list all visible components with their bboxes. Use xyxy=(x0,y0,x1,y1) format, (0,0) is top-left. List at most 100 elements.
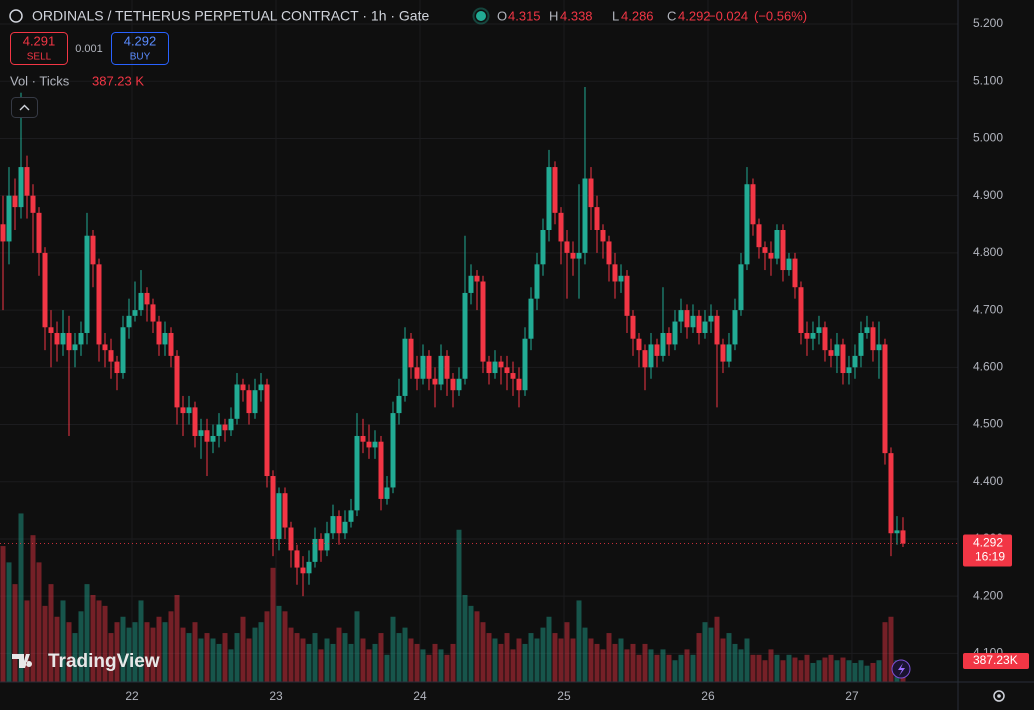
candle-body xyxy=(312,538,318,562)
candle-body xyxy=(246,390,252,414)
candle-body xyxy=(798,287,804,333)
volume-bar xyxy=(186,633,192,682)
x-tick-label: 26 xyxy=(701,689,715,703)
lightning-icon[interactable] xyxy=(898,663,905,676)
volume-bar xyxy=(606,633,612,682)
candle-body xyxy=(198,430,204,436)
volume-bar xyxy=(234,633,240,682)
candle-body xyxy=(498,361,504,368)
buy-price[interactable]: 4.292 xyxy=(124,33,157,48)
volume-bar xyxy=(876,660,882,682)
candle-body xyxy=(6,195,12,242)
volume-bar xyxy=(852,662,858,682)
volume-bar xyxy=(294,633,300,682)
candle-body xyxy=(672,321,678,345)
volume-bar xyxy=(408,638,414,682)
volume-bar xyxy=(534,638,540,682)
volume-bar xyxy=(804,654,810,682)
sell-button[interactable] xyxy=(10,32,68,65)
candle-body xyxy=(678,310,684,322)
volume-bar xyxy=(336,627,342,682)
y-tick-label: 5.000 xyxy=(973,131,1003,145)
candle-body xyxy=(540,230,546,265)
volume-bar xyxy=(774,654,780,682)
candle-body xyxy=(114,361,120,374)
candle-body xyxy=(666,332,672,345)
volume-bar xyxy=(792,657,798,682)
volume-bar xyxy=(372,643,378,682)
collapse-button[interactable] xyxy=(11,97,38,118)
volume-bar xyxy=(258,622,264,682)
volume-bar xyxy=(816,660,822,682)
candle-body xyxy=(642,350,648,368)
volume-bar xyxy=(600,649,606,682)
volume-bar xyxy=(888,616,894,682)
volume-bar xyxy=(174,595,180,682)
volume-bar xyxy=(684,649,690,682)
candle-body xyxy=(294,550,300,568)
volume-bar xyxy=(726,633,732,682)
candle-body xyxy=(618,275,624,282)
volume-bar xyxy=(702,622,708,682)
candle-body xyxy=(300,567,306,574)
volume-bar xyxy=(240,616,246,682)
candle-body xyxy=(366,441,372,448)
volume-bar xyxy=(822,657,828,682)
volume-bar xyxy=(648,649,654,682)
volume-bar xyxy=(462,595,468,682)
buy-button[interactable] xyxy=(111,32,169,65)
candle-body xyxy=(588,178,594,208)
candle-body xyxy=(834,344,840,356)
volume-bar xyxy=(330,643,336,682)
candle-body xyxy=(822,327,828,351)
y-tick-label: 4.800 xyxy=(973,245,1003,259)
candle-body xyxy=(372,441,378,448)
volume-bar xyxy=(486,633,492,682)
candle-body xyxy=(804,332,810,339)
volume-bar xyxy=(30,535,36,682)
volume-bar xyxy=(276,605,282,682)
candle-body xyxy=(852,355,858,368)
volume-bar xyxy=(204,633,210,682)
market-status-dot xyxy=(476,11,486,21)
volume-bar xyxy=(144,622,150,682)
change-percent: (−0.56%) xyxy=(754,8,807,23)
candle-body xyxy=(720,344,726,362)
volume-bar xyxy=(78,611,84,682)
candle-body xyxy=(414,367,420,379)
candle-body xyxy=(768,252,774,259)
sell-price[interactable]: 4.291 xyxy=(23,33,56,48)
sell-label[interactable]: SELL xyxy=(27,52,52,63)
volume-bar xyxy=(42,605,48,682)
low-value: 4.286 xyxy=(621,8,654,23)
volume-title: Vol · Ticks xyxy=(10,73,70,88)
candle-body xyxy=(204,430,210,442)
volume-bar xyxy=(192,622,198,682)
volume-bar xyxy=(252,627,258,682)
volume-bar xyxy=(474,611,480,682)
current-price-box xyxy=(963,534,1012,567)
candle-body xyxy=(450,378,456,391)
volume-bar xyxy=(828,654,834,682)
collapse-icon[interactable] xyxy=(19,104,30,111)
settings-button[interactable] xyxy=(993,690,1005,702)
volume-bar xyxy=(744,638,750,682)
volume-bar xyxy=(6,562,12,682)
candle-body xyxy=(654,344,660,356)
candle-body xyxy=(534,264,540,299)
volume-bar xyxy=(282,611,288,682)
settings-icon[interactable] xyxy=(997,694,1001,698)
candle-body xyxy=(174,355,180,408)
candle-body xyxy=(282,493,288,528)
candle-body xyxy=(492,361,498,374)
candle-body xyxy=(0,224,6,242)
candle-body xyxy=(774,230,780,259)
candle-body xyxy=(624,275,630,316)
buy-label[interactable]: BUY xyxy=(130,52,151,63)
candle-body xyxy=(108,350,114,362)
candle-body xyxy=(90,235,96,265)
volume-bar xyxy=(264,611,270,682)
candle-body xyxy=(402,338,408,396)
volume-bar xyxy=(498,643,504,682)
